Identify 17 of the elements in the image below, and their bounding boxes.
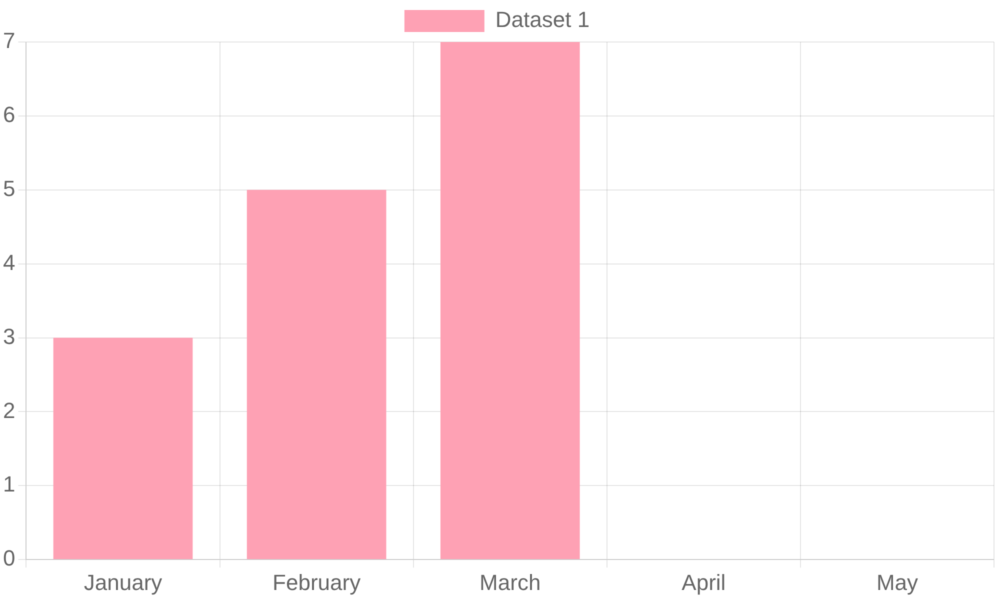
x-tick-label: May [876, 570, 918, 595]
y-tick-label: 3 [2, 324, 16, 349]
x-tick-label: January [84, 570, 162, 595]
y-tick-label: 6 [2, 102, 16, 128]
y-tick-label: 1 [2, 472, 16, 497]
x-tick-label: March [480, 570, 541, 595]
x-tick-label: April [682, 570, 726, 595]
y-tick-label: 2 [2, 398, 16, 423]
bar [53, 338, 193, 560]
y-tick-label: 7 [2, 28, 16, 54]
bar [246, 190, 386, 560]
y-tick-label: 5 [2, 176, 16, 201]
y-tick-label: 4 [2, 250, 16, 275]
legend-label: Dataset 1 [495, 7, 590, 32]
bar [440, 42, 580, 560]
y-tick-label: 0 [2, 546, 16, 571]
x-tick-label: February [272, 570, 361, 595]
